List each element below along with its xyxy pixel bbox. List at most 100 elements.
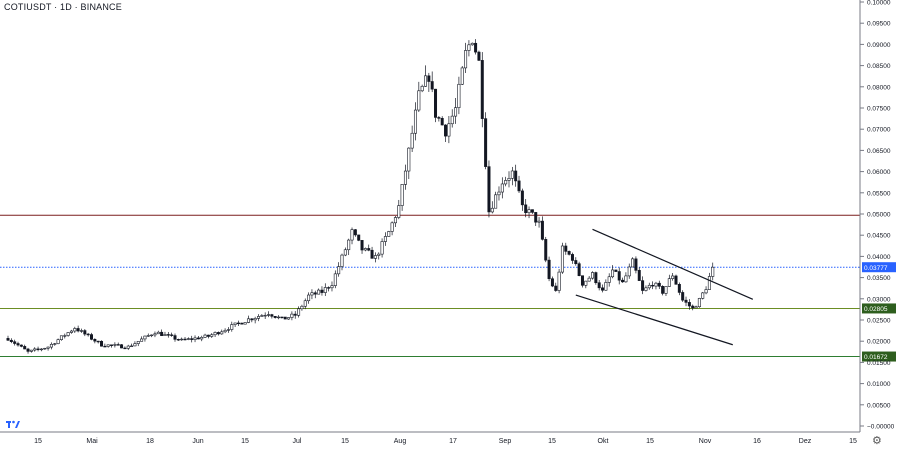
candle-body [290,313,294,318]
candle-body [684,299,688,303]
y-tick-label: 0.03000 [867,296,891,303]
candle-body [263,314,267,317]
candle-body [664,286,668,294]
candle-body [86,333,90,336]
candle-body [413,109,417,134]
x-tick-label: Dez [799,438,812,445]
candle-body [380,241,384,255]
candle-body [193,337,197,340]
candle-body [340,254,344,267]
candle-body [83,330,87,335]
y-tick-label: 0.04500 [867,233,891,240]
candle-body [76,328,80,332]
candle-body [16,343,20,346]
candle-body [283,316,287,320]
candle-body [53,343,57,345]
candle-body [160,331,164,336]
y-tick-label: 0.04000 [867,254,891,261]
candle-body [590,272,594,279]
y-tick-label: 0.08000 [867,84,891,91]
candle-body [39,348,43,351]
candle-body [647,284,651,289]
x-tick-label: 15 [646,438,654,445]
candle-body [203,334,207,338]
candle-body [637,270,641,281]
candle-body [403,170,407,185]
candle-body [350,229,354,241]
settings-gear-icon[interactable]: ⚙ [872,435,882,447]
y-tick-label: −0.00000 [867,424,895,431]
price-label: 0.02805 [864,306,888,313]
candle-body [527,209,531,214]
candle-body [547,259,551,280]
y-tick-label: 0.00500 [867,402,891,409]
candle-body [110,344,114,346]
candle-body [430,81,434,90]
candle-body [450,115,454,125]
y-tick-label: 0.01000 [867,381,891,388]
y-tick-label: 0.03500 [867,275,891,282]
candle-body [6,338,10,341]
candle-body [701,292,705,299]
x-tick-label: Jun [192,438,203,445]
y-tick-label: 0.09000 [867,42,891,49]
candle-body [554,285,558,291]
candle-body [19,344,23,347]
candle-body [654,282,658,287]
candle-body [49,343,53,348]
candle-body [691,305,695,309]
candle-body [707,276,711,290]
candle-body [617,271,621,281]
candle-body [574,260,578,264]
candle-body [253,318,257,321]
candle-body [93,339,97,342]
candle-body [9,339,13,342]
x-tick-label: Aug [394,438,407,445]
candle-body [634,258,638,271]
candle-body [594,272,598,284]
candle-body [59,335,63,340]
candle-body [434,88,438,118]
candle-body [180,338,184,341]
candle-body [103,345,107,348]
y-tick-label: 0.02500 [867,318,891,325]
candle-body [240,322,244,325]
candle-body [387,231,391,237]
candle-body [550,278,554,287]
candle-body [310,292,314,296]
candle-body [317,289,321,295]
candle-body [69,330,73,333]
candle-body [243,322,247,325]
candle-body [497,191,501,196]
candle-body [206,334,210,337]
candle-body [163,334,167,336]
candle-body [246,318,250,323]
candle-body [220,331,224,335]
candle-body [186,338,190,340]
candle-body [196,337,200,340]
candle-body [507,177,511,181]
candle-body [607,276,611,283]
candle-body [520,190,524,206]
candle-body [454,107,458,117]
candle-body [677,284,681,293]
candle-body [570,254,574,261]
candle-body [256,316,260,319]
candle-body [460,67,464,85]
candle-body [230,324,234,330]
candle-body [130,345,134,348]
candle-body [420,85,424,92]
wedge-trendline[interactable] [575,294,733,346]
candle-body [300,305,304,310]
candle-body [156,331,160,335]
candle-body [270,314,274,317]
candle-body [474,42,478,53]
candle-body [367,248,371,251]
candle-body [200,337,204,340]
candle-body [126,345,130,349]
wedge-trendline[interactable] [592,228,754,300]
candle-body [711,266,715,277]
candle-body [297,308,301,316]
candle-body [273,315,277,318]
